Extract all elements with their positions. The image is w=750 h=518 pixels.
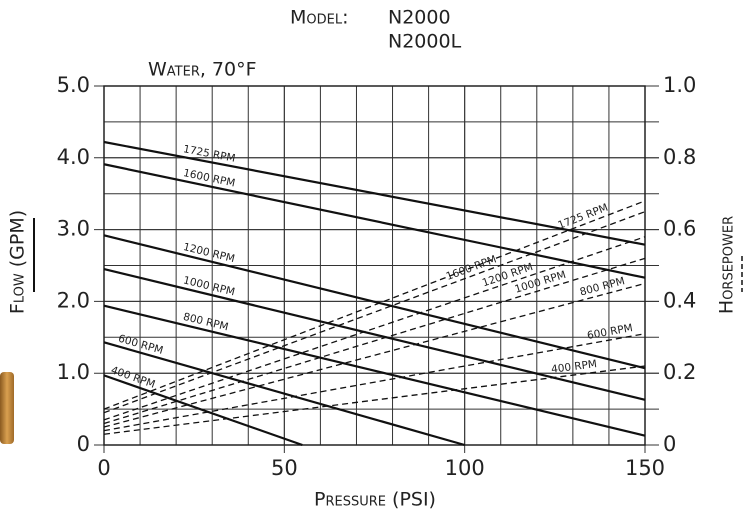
series-line bbox=[103, 163, 646, 279]
x-tick-label: 150 bbox=[625, 456, 665, 480]
series-line bbox=[103, 341, 465, 447]
chart-title: Model: bbox=[290, 7, 349, 29]
x-tick-label: 0 bbox=[97, 456, 110, 480]
y-tick-label: 4.0 bbox=[57, 145, 90, 169]
series-line bbox=[103, 282, 646, 428]
y2-axis-label: Horsepower bbox=[716, 216, 738, 314]
x-tick-label: 100 bbox=[445, 456, 485, 480]
series-line bbox=[103, 365, 646, 435]
y-axis-label: Flow (GPM) bbox=[7, 210, 29, 314]
y2-tick-label: 0 bbox=[663, 432, 676, 456]
x-axis-label: Pressure (PSI) bbox=[314, 489, 436, 511]
y2-tick-label: 0.6 bbox=[663, 217, 696, 241]
y2-tick-label: 0.8 bbox=[663, 145, 696, 169]
chart-subtitle: Water, 70°F bbox=[148, 59, 257, 81]
y2-tick-label: 1.0 bbox=[663, 73, 696, 97]
y-tick-label: 1.0 bbox=[57, 360, 90, 384]
series-line bbox=[103, 200, 646, 410]
series-line bbox=[103, 268, 646, 401]
y-tick-label: 2.0 bbox=[57, 288, 90, 312]
series-label: 600 RPM bbox=[586, 322, 633, 342]
series-line bbox=[103, 236, 646, 421]
y2-tick-label: 0.2 bbox=[663, 360, 696, 384]
y-tick-label: 5.0 bbox=[57, 73, 90, 97]
series-line bbox=[103, 257, 646, 425]
series-line bbox=[103, 211, 646, 414]
series-label: 400 RPM bbox=[550, 358, 597, 376]
series-line bbox=[103, 304, 646, 437]
model: N2000L bbox=[388, 31, 462, 53]
pump-photo bbox=[0, 372, 14, 444]
series-line bbox=[103, 234, 646, 370]
y-tick-label: 3.0 bbox=[57, 217, 90, 241]
series-line bbox=[103, 333, 646, 432]
plot-frame bbox=[103, 85, 646, 446]
y-tick-label: 0 bbox=[77, 432, 90, 456]
y2-tick-label: 0.4 bbox=[663, 288, 696, 312]
model: N2000 bbox=[388, 7, 451, 29]
series-line bbox=[103, 140, 646, 246]
x-tick-label: 50 bbox=[271, 456, 298, 480]
series-line bbox=[103, 374, 303, 447]
series-label: 400 RPM bbox=[109, 364, 156, 391]
